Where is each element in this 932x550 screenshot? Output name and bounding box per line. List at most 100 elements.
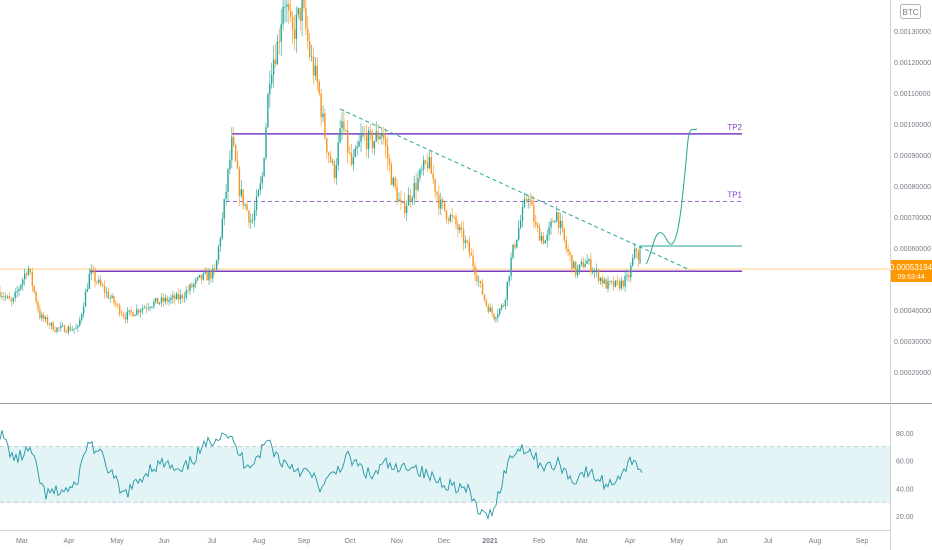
candle-body (259, 183, 261, 191)
candle-body (428, 157, 431, 169)
candle-body (544, 240, 546, 244)
candle-body (25, 273, 28, 275)
candle-body (375, 131, 377, 142)
candle-body (432, 173, 434, 180)
candle-body (8, 296, 11, 300)
candle-body (322, 113, 324, 118)
candle-body (77, 325, 79, 328)
candle-body (12, 297, 14, 302)
candle-body (381, 133, 383, 137)
candle-body (195, 279, 197, 284)
level-label: TP2 (727, 123, 742, 132)
time-tick-label: Sep (298, 538, 311, 545)
rsi-axis[interactable]: 20.00 40.00 60.00 80.00 (896, 431, 914, 521)
candle-body (485, 300, 488, 306)
candle-body (386, 146, 389, 159)
candle-body (624, 276, 626, 287)
price-axis[interactable]: 0.000200000.000300000.000400000.00050000… (894, 29, 931, 377)
candle-body (39, 309, 41, 318)
candle-body (5, 296, 7, 298)
candle-body (234, 145, 237, 161)
candle-body (271, 74, 273, 84)
candle-body (248, 210, 250, 223)
candle-body (565, 240, 567, 249)
time-tick-label: Oct (345, 538, 356, 545)
price-levels (0, 133, 890, 273)
candle-body (331, 161, 334, 163)
candle-body (531, 199, 533, 206)
candle-body (314, 65, 317, 76)
candle-body (312, 56, 315, 76)
candle-body (354, 148, 356, 158)
candle-body (329, 155, 332, 163)
candle-body (185, 290, 187, 298)
candle-body (221, 218, 223, 238)
candle-body (35, 292, 37, 303)
candle-body (253, 210, 256, 220)
candle-body (200, 274, 203, 280)
breakout-retest-box (639, 245, 742, 264)
price-tick-label: 0.00080000 (894, 184, 931, 191)
candle-body (607, 280, 609, 289)
candle-body (423, 160, 425, 170)
candle-body (297, 8, 299, 15)
candle-body (204, 271, 206, 274)
candle-body (231, 136, 233, 160)
candle-body (166, 297, 168, 302)
candle-body (65, 332, 68, 333)
candle-body (455, 216, 457, 225)
currency-badge-label: BTC (903, 8, 919, 17)
candle-body (164, 297, 166, 302)
candle-body (601, 277, 603, 284)
candle-body (295, 14, 298, 39)
candle-body (3, 296, 5, 297)
time-axis[interactable]: Mar Apr May Jun Jul Aug Sep Oct Nov Dec 2021 Feb Mar… (16, 538, 868, 545)
candle-body (461, 227, 463, 230)
candle-body (208, 271, 210, 281)
candle-body (282, 6, 284, 25)
candle-body (582, 261, 584, 268)
candle-body (174, 295, 176, 300)
candle-body (421, 169, 423, 171)
time-tick-label: Apr (625, 538, 637, 545)
candle-body (584, 263, 586, 268)
candle-body (320, 93, 322, 118)
price-tick-label: 0.00090000 (894, 153, 931, 160)
candle-body (233, 136, 235, 146)
candle-body (257, 190, 260, 197)
candle-body (238, 168, 241, 196)
candle-body (263, 158, 265, 177)
candle-body (157, 298, 159, 304)
candle-body (637, 251, 640, 261)
currency-badge[interactable]: BTC (900, 4, 921, 19)
candle-body (571, 255, 573, 269)
candle-body (411, 198, 413, 202)
candle-body (92, 270, 94, 272)
candle-body (176, 293, 178, 300)
candle-body (310, 56, 313, 58)
candle-body (103, 286, 106, 293)
candle-body (276, 41, 279, 65)
candle-body (470, 252, 472, 256)
candle-body (594, 271, 596, 272)
candle-body (557, 212, 560, 228)
candle-body (404, 202, 406, 213)
rsi-tick-label: 60.00 (896, 459, 914, 466)
candle-body (153, 301, 155, 307)
candle-body (506, 281, 508, 300)
candle-body (303, 0, 305, 8)
candle-body (556, 212, 558, 221)
candle-body (100, 279, 102, 285)
candle-body (90, 270, 92, 274)
candle-body (293, 29, 296, 39)
candle-body (27, 268, 30, 275)
candle-body (443, 202, 446, 211)
candle-body (225, 191, 227, 199)
bar-countdown: 09:53:44 (897, 274, 924, 281)
candle-body (388, 158, 391, 165)
candle-body (480, 281, 482, 284)
candle-body (309, 41, 311, 57)
candle-body (630, 265, 632, 278)
candle-body (18, 288, 20, 292)
